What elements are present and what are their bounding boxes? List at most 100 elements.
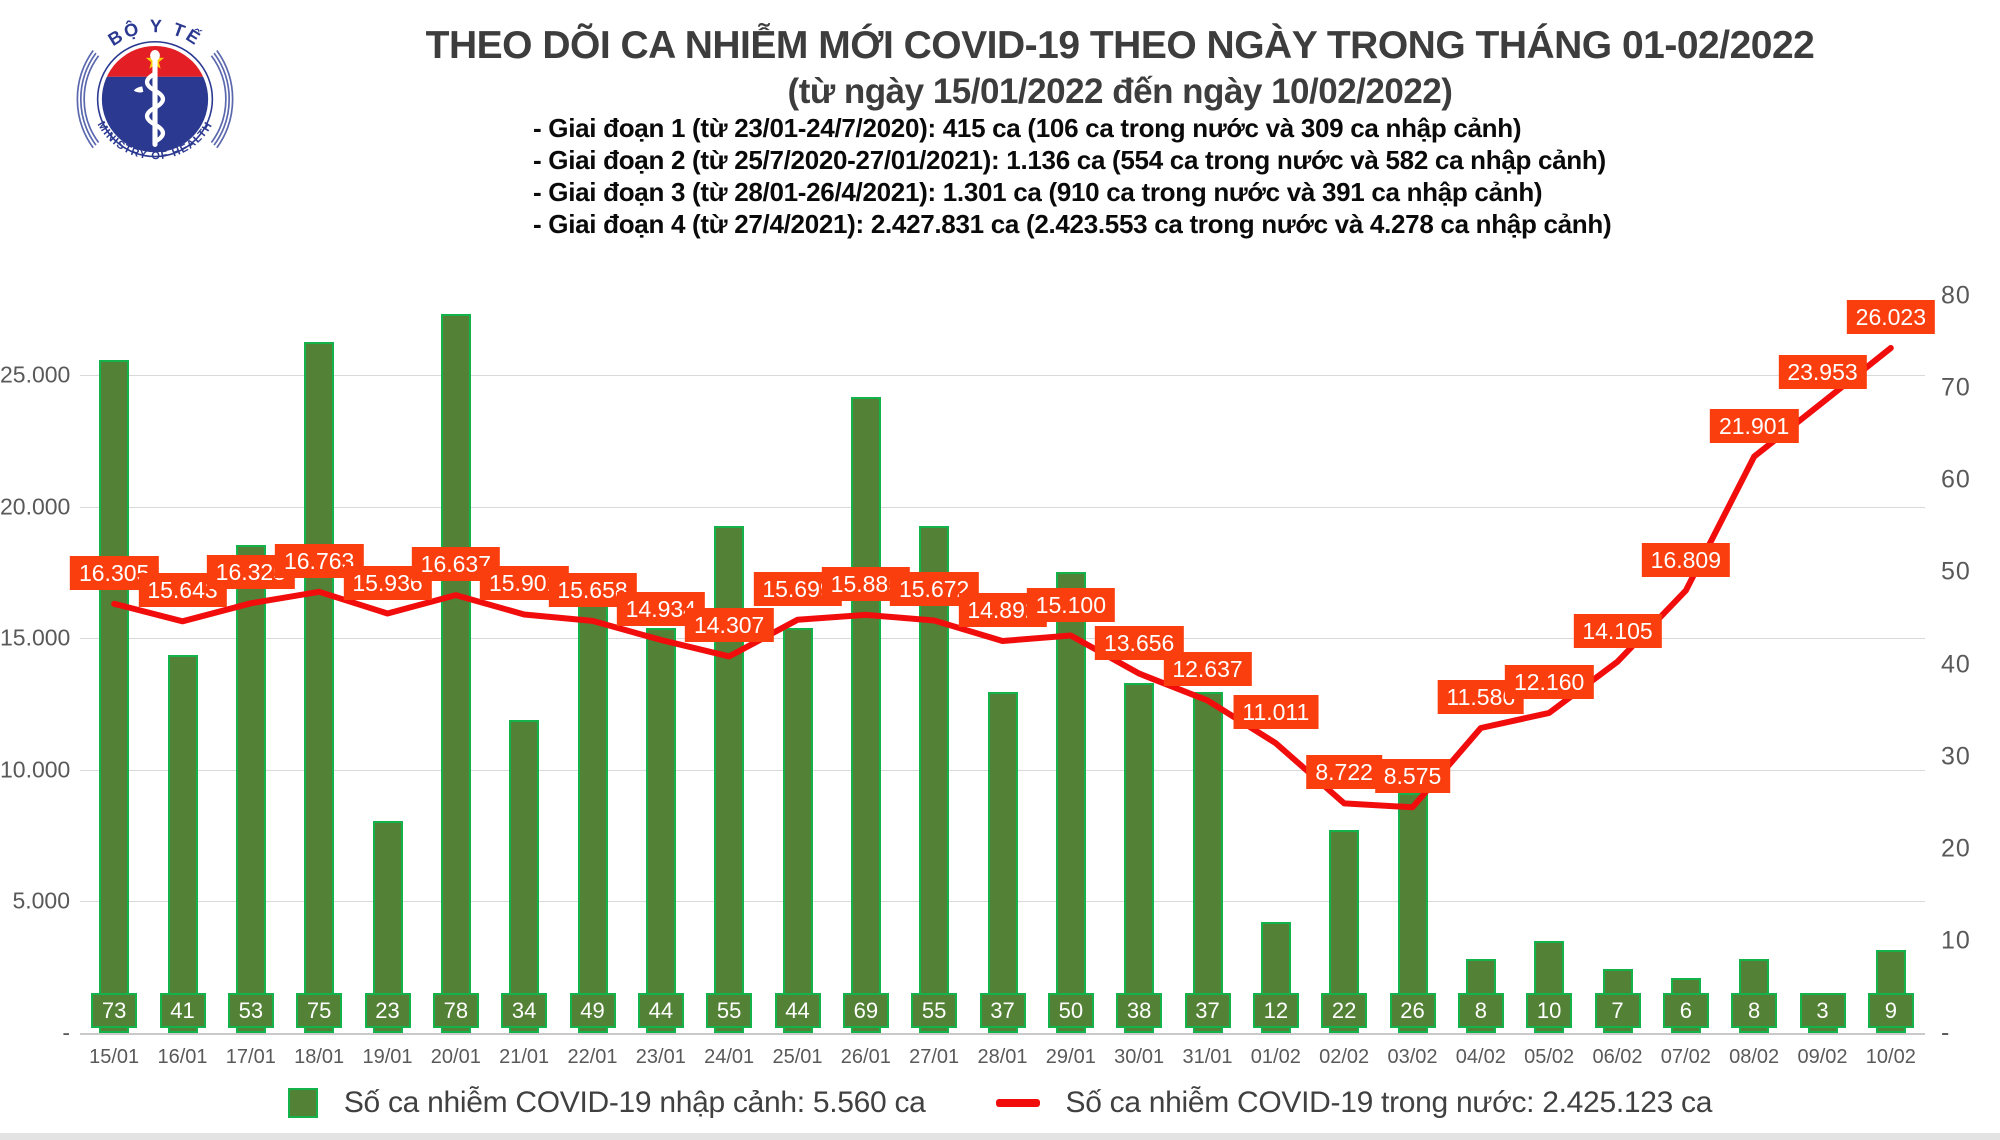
line-value-label: 8.575 xyxy=(1374,759,1451,794)
bar xyxy=(645,627,676,1033)
bar-value-label: 75 xyxy=(296,993,343,1028)
right-axis-tick-label: 10 xyxy=(1941,926,1971,955)
bar xyxy=(1192,692,1223,1033)
x-axis-date-label: 22/01 xyxy=(567,1046,618,1068)
legend-bar-swatch xyxy=(287,1088,318,1118)
bar xyxy=(714,526,745,1033)
x-axis-date-label: 17/01 xyxy=(225,1046,276,1068)
line-value-label: 15.936 xyxy=(343,565,432,600)
left-axis-tick-label: 5.000 xyxy=(12,887,70,914)
x-axis-date-label: 10/02 xyxy=(1865,1046,1916,1068)
bar-value-label: 7 xyxy=(1594,993,1641,1028)
left-axis-tick-label: - xyxy=(62,1019,70,1046)
x-axis-date-label: 26/01 xyxy=(840,1046,891,1068)
legend-line-swatch xyxy=(995,1099,1040,1107)
x-axis-line xyxy=(80,1033,1925,1035)
bar-value-label: 26 xyxy=(1389,993,1436,1028)
x-axis-date-label: 25/01 xyxy=(772,1046,823,1068)
bar xyxy=(99,360,130,1033)
page-subtitle: (từ ngày 15/01/2022 đến ngày 10/02/2022) xyxy=(787,72,1453,111)
right-axis-tick-label: 40 xyxy=(1941,650,1971,678)
bar-value-label: 41 xyxy=(159,993,206,1028)
logo-ray-arcs xyxy=(76,49,234,149)
line-value-label: 14.105 xyxy=(1573,613,1662,648)
bar-value-label: 22 xyxy=(1321,993,1368,1028)
page-title: THEO DÕI CA NHIỄM MỚI COVID-19 THEO NGÀY… xyxy=(425,24,1815,67)
bar-value-label: 23 xyxy=(364,993,411,1028)
bar-value-label: 44 xyxy=(637,993,684,1028)
bar xyxy=(167,655,198,1033)
bar xyxy=(235,544,266,1033)
gridline xyxy=(80,506,1925,508)
bar-value-label: 12 xyxy=(1252,993,1299,1028)
right-axis-tick-label: 80 xyxy=(1941,281,1971,310)
line-value-label: 8.722 xyxy=(1306,755,1382,790)
x-axis-date-label: 16/01 xyxy=(157,1046,208,1068)
left-axis-tick-label: 20.000 xyxy=(0,493,71,520)
line-value-label: 26.023 xyxy=(1846,300,1936,335)
x-axis-date-label: 24/01 xyxy=(704,1046,755,1068)
bar-value-label: 34 xyxy=(501,993,548,1028)
bar xyxy=(577,581,608,1033)
bar-value-label: 6 xyxy=(1662,993,1709,1028)
bar-value-label: 8 xyxy=(1457,993,1504,1028)
line-value-label: 12.160 xyxy=(1504,664,1594,699)
line-value-label: 12.637 xyxy=(1163,652,1252,687)
chart-legend: Số ca nhiễm COVID-19 nhập cảnh: 5.560 ca… xyxy=(0,1086,2000,1120)
x-axis-date-label: 03/02 xyxy=(1387,1046,1438,1068)
right-axis-tick-label: 30 xyxy=(1941,742,1971,771)
x-axis-date-label: 15/01 xyxy=(89,1046,140,1068)
right-axis-tick-label: - xyxy=(1941,1018,1951,1047)
bar-value-label: 3 xyxy=(1799,993,1846,1028)
x-axis-date-label: 08/02 xyxy=(1729,1046,1780,1068)
line-value-label: 15.643 xyxy=(138,573,227,608)
legend-bar-label: Số ca nhiễm COVID-19 nhập cảnh: 5.560 ca xyxy=(343,1086,926,1119)
bar-value-label: 9 xyxy=(1867,993,1914,1028)
line-value-label: 14.307 xyxy=(684,608,774,643)
left-axis-tick-label: 15.000 xyxy=(0,624,71,651)
phase-1-line: - Giai đoạn 1 (từ 23/01-24/7/2020): 415 … xyxy=(533,113,1522,143)
x-axis-date-label: 09/02 xyxy=(1797,1046,1848,1068)
bar-value-label: 37 xyxy=(979,993,1026,1028)
bar-value-label: 78 xyxy=(432,993,479,1028)
line-value-label: 21.901 xyxy=(1709,408,1799,443)
line-value-label: 16.809 xyxy=(1641,542,1731,577)
bar xyxy=(782,627,813,1033)
x-axis-date-label: 20/01 xyxy=(430,1046,481,1068)
x-axis-date-label: 31/01 xyxy=(1182,1046,1233,1068)
right-axis-tick-label: 60 xyxy=(1941,465,1971,494)
bar xyxy=(850,397,881,1033)
bar-value-label: 50 xyxy=(1047,993,1094,1028)
bar xyxy=(304,342,335,1033)
x-axis-date-label: 30/01 xyxy=(1114,1046,1165,1068)
left-axis-tick-label: 25.000 xyxy=(0,361,71,388)
right-axis-tick-label: 20 xyxy=(1941,834,1971,863)
left-axis-tick-label: 10.000 xyxy=(0,756,71,783)
x-axis-date-label: 29/01 xyxy=(1045,1046,1096,1068)
bar xyxy=(1055,572,1086,1033)
x-axis-date-label: 05/02 xyxy=(1524,1046,1575,1068)
bar-value-label: 55 xyxy=(911,993,958,1028)
bar-value-label: 69 xyxy=(842,993,889,1028)
bottom-edge-strip xyxy=(0,1133,2000,1140)
bar xyxy=(987,692,1018,1033)
right-axis-tick-label: 70 xyxy=(1941,373,1971,402)
line-value-label: 23.953 xyxy=(1778,354,1867,389)
x-axis-date-label: 27/01 xyxy=(909,1046,960,1068)
phase-3-line: - Giai đoạn 3 (từ 28/01-26/4/2021): 1.30… xyxy=(533,177,1543,207)
x-axis-date-label: 18/01 xyxy=(294,1046,345,1068)
x-axis-date-label: 19/01 xyxy=(362,1046,413,1068)
bar-value-label: 53 xyxy=(227,993,274,1028)
bar-value-label: 73 xyxy=(91,993,138,1028)
x-axis-date-label: 01/02 xyxy=(1250,1046,1301,1068)
asclepius-staff-icon xyxy=(133,50,166,147)
legend-line-label: Số ca nhiễm COVID-19 trong nước: 2.425.1… xyxy=(1065,1086,1713,1119)
bar-value-label: 8 xyxy=(1731,993,1778,1028)
bar-value-label: 37 xyxy=(1184,993,1231,1028)
bar-value-label: 44 xyxy=(774,993,821,1028)
bar-value-label: 10 xyxy=(1526,993,1573,1028)
x-axis-date-label: 21/01 xyxy=(499,1046,550,1068)
gridline xyxy=(80,374,1925,376)
bar xyxy=(440,314,471,1033)
line-value-label: 15.100 xyxy=(1026,587,1116,622)
